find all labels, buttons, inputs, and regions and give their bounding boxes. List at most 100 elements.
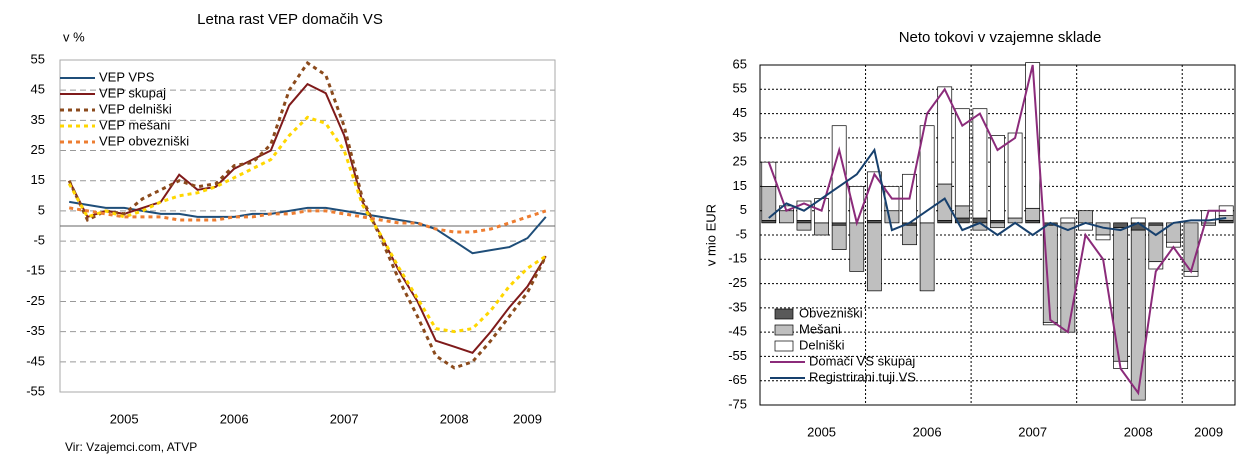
legend-label: VEP delniški [99, 101, 172, 116]
legend-swatch [774, 324, 794, 336]
y-tick-label: 5 [38, 202, 45, 217]
y-tick-label: 35 [31, 112, 45, 127]
bar [1060, 217, 1076, 224]
legend-label: VEP mešani [99, 117, 170, 132]
x-tick-label: 2008 [440, 411, 469, 426]
bar [1025, 207, 1041, 221]
legend-label: Delniški [799, 337, 845, 352]
bar [990, 222, 1005, 229]
bar [831, 222, 847, 226]
y-tick-label: 25 [733, 154, 747, 169]
bar [761, 186, 777, 221]
bar [866, 171, 882, 221]
y-tick-label: -65 [728, 372, 747, 387]
x-tick-label: 2009 [1194, 424, 1223, 439]
bar [814, 222, 829, 236]
y-tick-label: 55 [31, 51, 45, 66]
bar [990, 135, 1005, 221]
bar [761, 220, 777, 224]
y-tick-label: -75 [728, 396, 747, 411]
bar [796, 220, 812, 224]
x-tick-label: 2007 [330, 411, 359, 426]
y-tick-label: -25 [26, 293, 45, 308]
bar [937, 86, 953, 185]
bar [972, 108, 988, 219]
legend-swatch [774, 340, 794, 352]
y-tick-label: 25 [31, 142, 45, 157]
bar [919, 125, 935, 224]
legend-label: Registrirani tuji VS [809, 369, 916, 384]
x-tick-label: 2008 [1124, 424, 1153, 439]
y-tick-label: -5 [33, 233, 45, 248]
series-line [67, 60, 548, 370]
legend-label: VEP VPS [99, 69, 155, 84]
legend-swatch [774, 308, 794, 320]
chart-title: Letna rast VEP domačih VS [197, 11, 383, 28]
bar [884, 210, 900, 224]
series-line [767, 64, 1227, 396]
bar [954, 205, 970, 219]
series-line [768, 147, 1227, 237]
series-line [68, 82, 547, 354]
x-tick-label: 2006 [913, 424, 942, 439]
bar [1130, 229, 1146, 401]
y-tick-label: -55 [728, 348, 747, 363]
y-axis-label: v % [63, 29, 85, 44]
bar [866, 220, 882, 224]
bar [796, 222, 812, 231]
bar [1060, 222, 1076, 333]
y-tick-label: 45 [31, 82, 45, 97]
y-tick-label: -45 [728, 324, 747, 339]
y-tick-label: 5 [740, 202, 747, 217]
bar [902, 224, 917, 246]
legend-label: VEP skupaj [99, 85, 166, 100]
chart-title: Neto tokovi v vzajemne sklade [899, 29, 1102, 46]
bar [919, 222, 935, 292]
y-tick-label: 65 [733, 56, 747, 71]
legend-label: Domači VS skupaj [809, 353, 915, 368]
bar [990, 220, 1005, 224]
series-line [69, 200, 547, 255]
y-tick-label: 35 [733, 129, 747, 144]
y-tick-label: -15 [728, 251, 747, 266]
x-tick-label: 2009 [513, 411, 542, 426]
y-tick-label: -15 [26, 263, 45, 278]
x-tick-label: 2005 [110, 411, 139, 426]
plot-frame [759, 64, 1236, 406]
bar [1148, 261, 1164, 270]
bar [1007, 132, 1023, 219]
y-tick-label: -25 [728, 275, 747, 290]
y-tick-label: 45 [733, 105, 747, 120]
bar [1025, 220, 1041, 224]
x-tick-label: 2006 [220, 411, 249, 426]
x-tick-label: 2005 [807, 424, 836, 439]
bar [831, 224, 847, 250]
bar [866, 222, 882, 292]
y-tick-label: -35 [728, 299, 747, 314]
y-tick-label: -35 [26, 323, 45, 338]
bar [1148, 222, 1164, 226]
bar [779, 210, 794, 224]
bar [1078, 210, 1093, 224]
y-tick-label: -55 [26, 383, 45, 398]
series-line [68, 206, 547, 234]
legend-label: Obvezniški [799, 305, 863, 320]
x-tick-label: 2007 [1018, 424, 1047, 439]
y-tick-label: -45 [26, 353, 45, 368]
bar [1025, 62, 1041, 209]
bar [1218, 220, 1234, 224]
legend-label: Mešani [799, 321, 841, 336]
series-line [67, 115, 547, 334]
bar [849, 222, 865, 272]
bar [954, 108, 970, 207]
legend-label: VEP obvezniški [99, 133, 189, 148]
y-tick-label: -5 [735, 226, 747, 241]
y-tick-label: 15 [733, 178, 747, 193]
y-tick-label: 55 [733, 81, 747, 96]
y-tick-label: 15 [31, 172, 45, 187]
bar [937, 220, 953, 224]
y-axis-label: v mio EUR [703, 204, 718, 266]
source-note: Vir: Vzajemci.com, ATVP [65, 440, 197, 454]
bar [1095, 234, 1111, 241]
